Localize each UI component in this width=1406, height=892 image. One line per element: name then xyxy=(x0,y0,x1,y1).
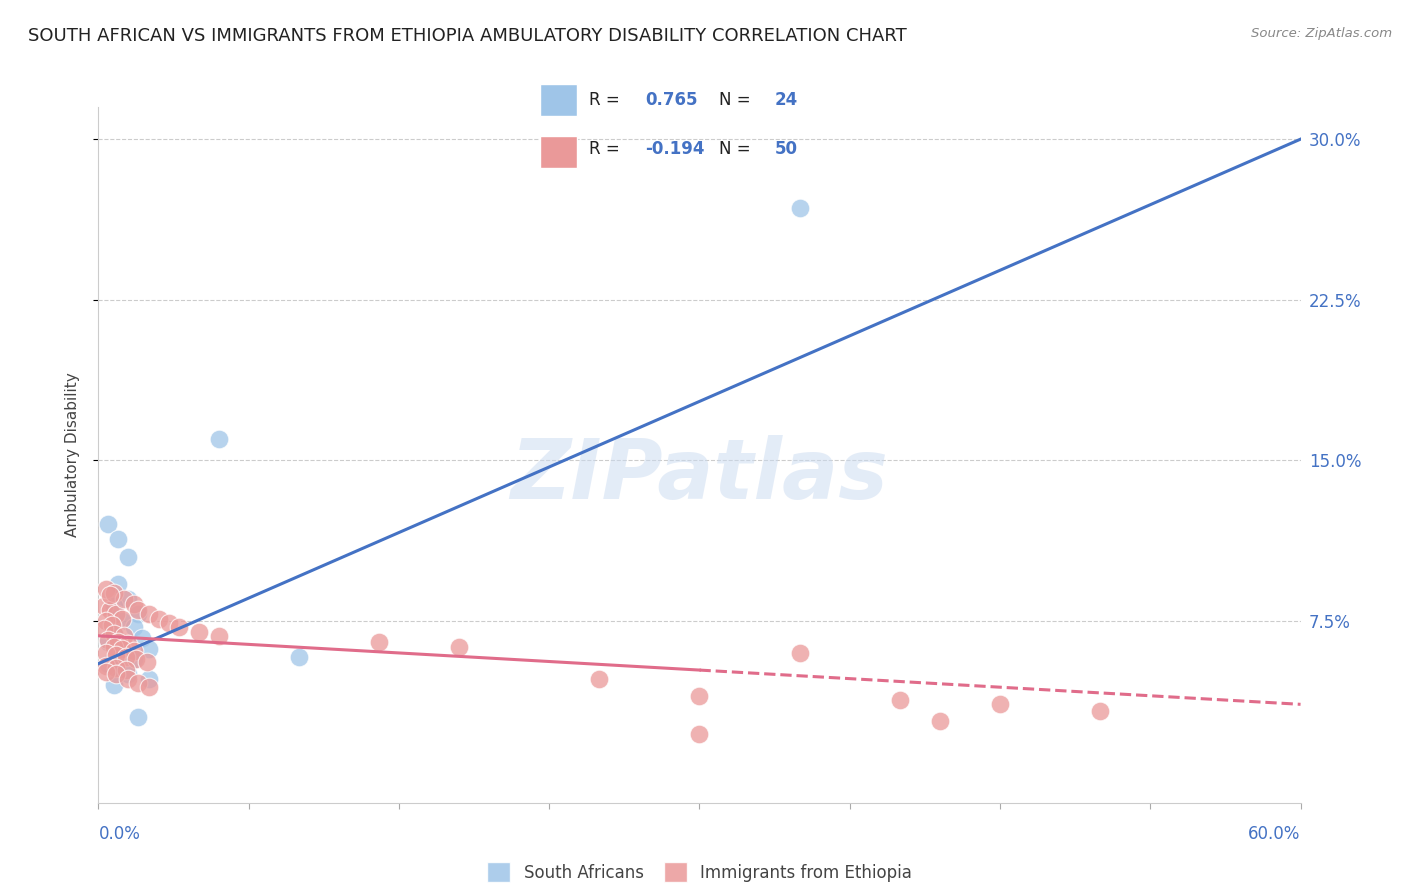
Point xyxy=(114,592,136,607)
Text: Source: ZipAtlas.com: Source: ZipAtlas.com xyxy=(1251,27,1392,40)
Point xyxy=(187,624,209,639)
Point xyxy=(105,661,128,675)
Point xyxy=(124,644,146,658)
Text: R =: R = xyxy=(589,91,626,109)
Legend: South Africans, Immigrants from Ethiopia: South Africans, Immigrants from Ethiopia xyxy=(481,855,918,888)
Point xyxy=(100,588,122,602)
Point xyxy=(93,599,115,613)
Point xyxy=(111,641,134,656)
Point xyxy=(117,549,139,564)
Point xyxy=(96,646,118,660)
Text: R =: R = xyxy=(589,141,626,159)
Point xyxy=(288,650,311,665)
Point xyxy=(138,607,160,622)
Text: 60.0%: 60.0% xyxy=(1249,825,1301,843)
Point xyxy=(117,672,139,686)
Point xyxy=(115,663,138,677)
Text: N =: N = xyxy=(718,91,756,109)
Point xyxy=(167,620,190,634)
Text: N =: N = xyxy=(718,141,756,159)
Point xyxy=(111,646,134,660)
Text: -0.194: -0.194 xyxy=(645,141,704,159)
Point xyxy=(103,586,125,600)
Point xyxy=(97,633,120,648)
Point xyxy=(105,607,128,622)
Point xyxy=(107,533,129,547)
Point xyxy=(100,603,122,617)
Point xyxy=(101,618,124,632)
Point xyxy=(107,663,129,677)
Point xyxy=(103,624,125,639)
Text: 24: 24 xyxy=(775,91,799,109)
Point xyxy=(135,655,157,669)
Point xyxy=(128,607,150,622)
Point xyxy=(124,652,146,666)
Point xyxy=(138,641,160,656)
Point xyxy=(148,612,170,626)
Point xyxy=(689,727,711,741)
Point xyxy=(689,689,711,703)
Point xyxy=(138,680,160,694)
Point xyxy=(105,667,128,681)
Point xyxy=(1088,704,1111,718)
Text: 50: 50 xyxy=(775,141,797,159)
Point xyxy=(103,640,125,654)
Point xyxy=(124,620,146,634)
Point xyxy=(125,652,148,666)
Point xyxy=(128,710,150,724)
Point xyxy=(96,582,118,596)
Point xyxy=(111,612,134,626)
Point xyxy=(97,517,120,532)
Point xyxy=(96,665,118,680)
Point xyxy=(96,614,118,628)
Point xyxy=(208,629,231,643)
Point xyxy=(111,614,134,628)
Text: 0.0%: 0.0% xyxy=(98,825,141,843)
Point xyxy=(117,667,139,681)
Point xyxy=(115,650,138,665)
Point xyxy=(447,640,470,654)
Point xyxy=(128,603,150,617)
Text: 0.765: 0.765 xyxy=(645,91,697,109)
Point xyxy=(128,676,150,690)
Point xyxy=(988,698,1011,712)
Bar xyxy=(540,136,576,168)
Point xyxy=(208,432,231,446)
Point xyxy=(103,626,125,640)
Point xyxy=(97,635,120,649)
Point xyxy=(929,714,952,729)
Point xyxy=(117,637,139,651)
Point xyxy=(103,678,125,692)
Point xyxy=(114,629,136,643)
Point xyxy=(107,577,129,591)
Bar xyxy=(540,84,576,116)
Point xyxy=(97,657,120,671)
Point xyxy=(368,635,391,649)
Point xyxy=(117,592,139,607)
Point xyxy=(96,658,118,673)
Point xyxy=(157,615,180,630)
Text: ZIPatlas: ZIPatlas xyxy=(510,435,889,516)
Point xyxy=(889,693,911,707)
Point xyxy=(103,599,125,613)
Point xyxy=(124,597,146,611)
Text: SOUTH AFRICAN VS IMMIGRANTS FROM ETHIOPIA AMBULATORY DISABILITY CORRELATION CHAR: SOUTH AFRICAN VS IMMIGRANTS FROM ETHIOPI… xyxy=(28,27,907,45)
Point xyxy=(131,631,153,645)
Point xyxy=(107,635,129,649)
Point xyxy=(789,201,811,215)
Point xyxy=(588,672,610,686)
Point xyxy=(93,623,115,637)
Y-axis label: Ambulatory Disability: Ambulatory Disability xyxy=(65,373,80,537)
Point xyxy=(138,672,160,686)
Point xyxy=(789,646,811,660)
Point xyxy=(105,648,128,662)
